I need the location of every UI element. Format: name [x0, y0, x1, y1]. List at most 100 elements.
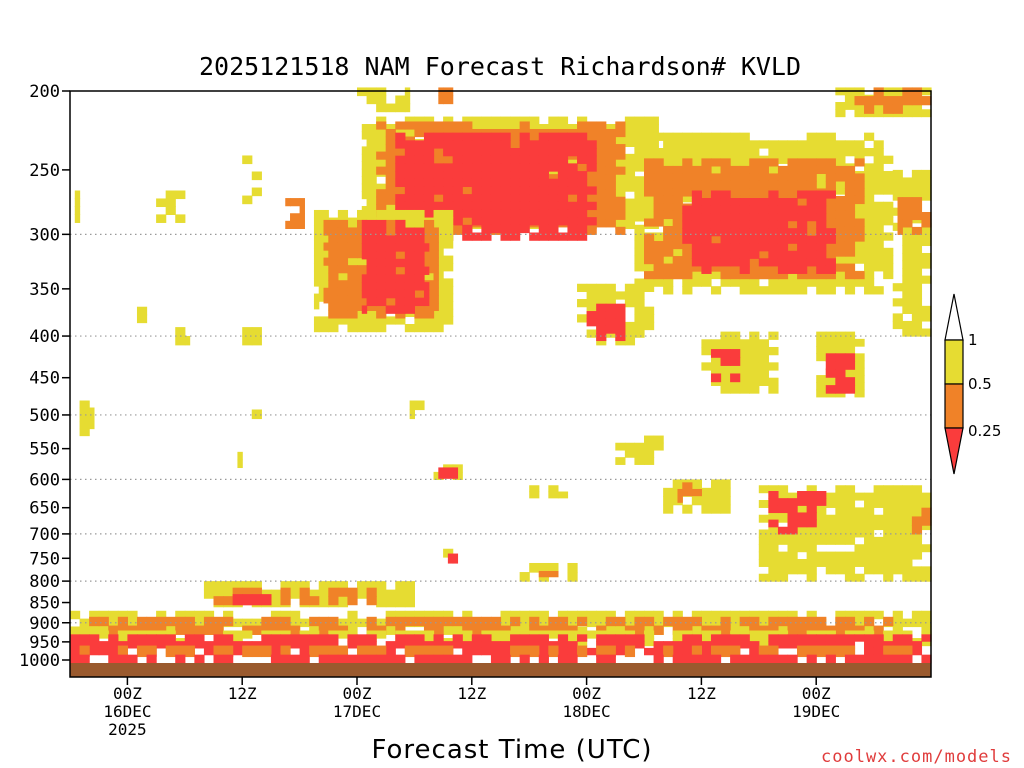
ri-cell: [730, 250, 741, 259]
ri-cell: [156, 625, 167, 635]
ri-cell: [490, 124, 502, 133]
ri-cell: [624, 153, 636, 162]
ri-cell: [385, 305, 396, 314]
ri-cell: [835, 522, 846, 531]
ri-cell: [691, 258, 702, 267]
ri-cell: [739, 377, 750, 386]
ri-cell: [644, 116, 655, 125]
ri-cell: [376, 219, 387, 229]
ri-cell: [347, 302, 358, 311]
ri-cell: [911, 610, 923, 620]
ri-cell: [586, 181, 597, 190]
ri-cell: [567, 186, 578, 195]
ri-cell: [749, 213, 760, 222]
ri-cell: [490, 194, 502, 203]
ri-cell: [423, 209, 435, 218]
ri-cell: [787, 536, 798, 545]
ri-cell: [816, 641, 827, 649]
ri-cell: [404, 297, 415, 307]
ri-cell: [376, 258, 387, 268]
ri-cell: [624, 168, 636, 177]
ri-cell: [89, 647, 100, 656]
ri-cell: [313, 324, 320, 333]
ri-cell: [634, 240, 645, 249]
ri-cell: [739, 243, 750, 252]
ri-cell: [739, 165, 750, 175]
ri-cell: [768, 544, 779, 553]
ri-cell: [462, 654, 473, 664]
ri-cell: [548, 168, 559, 177]
ri-cell: [519, 148, 530, 157]
ri-cell: [538, 155, 549, 164]
ri-cell: [404, 121, 415, 130]
ri-cell: [223, 654, 234, 664]
ri-cell: [787, 616, 798, 627]
ri-cell: [816, 389, 827, 398]
ri-cell: [414, 186, 425, 195]
ri-cell: [892, 544, 903, 553]
ri-cell: [596, 291, 607, 300]
ri-cell: [911, 507, 923, 516]
ri-cell: [529, 155, 540, 164]
ri-cell: [232, 641, 243, 649]
ri-cell: [423, 178, 435, 188]
ri-cell: [911, 516, 923, 526]
ri-cell: [443, 616, 454, 627]
ri-cell: [816, 634, 827, 642]
ri-cell: [864, 148, 875, 157]
ri-cell: [653, 654, 664, 664]
gridlines: [70, 233, 931, 624]
ri-cell: [586, 329, 597, 338]
ri-cell: [433, 209, 444, 219]
ri-cell: [873, 178, 884, 187]
ri-cell: [232, 618, 243, 628]
ri-cell: [443, 163, 454, 172]
ri-cell: [567, 232, 578, 241]
ri-cell: [452, 201, 463, 211]
ri-cell: [816, 353, 827, 362]
ri-cell: [883, 641, 894, 649]
ri-cell: [854, 255, 865, 264]
ri-cell: [902, 522, 913, 531]
ri-cell: [481, 124, 492, 133]
ri-cell: [313, 225, 320, 234]
ri-cell: [854, 382, 865, 391]
ri-cell: [313, 301, 320, 310]
ri-cell: [586, 618, 597, 628]
ri-cell: [777, 250, 789, 259]
ri-cell: [213, 581, 224, 591]
ri-cell: [175, 654, 186, 664]
ri-cell: [529, 625, 540, 635]
ri-cell: [720, 228, 731, 237]
legend-label: 0.25: [968, 422, 1001, 440]
ri-cell: [357, 295, 368, 304]
ri-cell: [797, 158, 808, 167]
ri-cell: [490, 132, 502, 141]
ri-cell: [892, 492, 903, 501]
ri-cell: [835, 616, 846, 627]
ri-cell: [911, 525, 923, 535]
ri-cell: [806, 140, 817, 149]
ri-cell: [816, 286, 827, 295]
ri-cell: [376, 116, 387, 125]
ri-cell: [323, 295, 329, 304]
ri-cell: [423, 227, 435, 236]
ri-cell: [835, 558, 846, 567]
ri-cell: [653, 180, 664, 190]
ri-cell: [443, 316, 454, 325]
ri-cell: [873, 625, 884, 635]
ri-cell: [835, 178, 846, 187]
ri-cell: [347, 250, 358, 259]
ri-cell: [902, 204, 913, 213]
ri-cell: [787, 286, 798, 295]
ri-cell: [854, 180, 865, 190]
ri-cell: [806, 198, 817, 207]
ri-cell: [184, 645, 195, 658]
ri-cell: [328, 634, 339, 642]
ri-cell: [921, 260, 932, 269]
ri-cell: [768, 158, 779, 167]
ri-cell: [768, 573, 779, 582]
ri-cell: [777, 148, 789, 157]
ri-cell: [816, 382, 827, 391]
ri-cell: [653, 263, 664, 272]
